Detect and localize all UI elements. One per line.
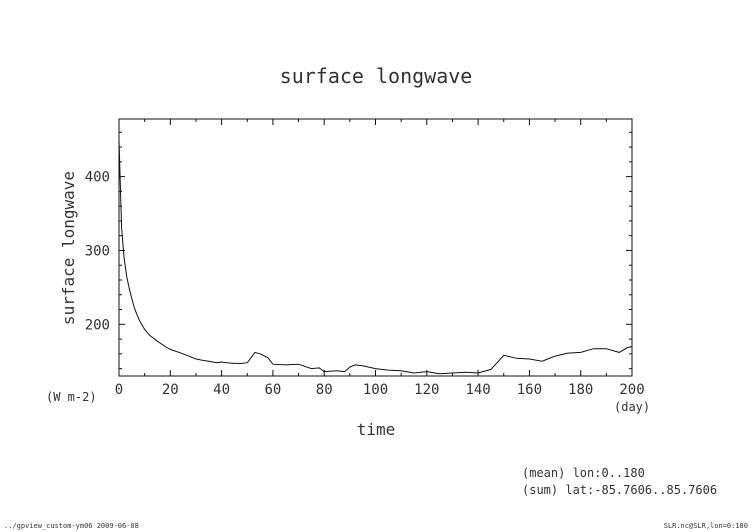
x-tick-label: 160	[517, 382, 542, 398]
y-tick-label: 200	[85, 317, 110, 333]
x-axis-unit: (day)	[614, 400, 650, 414]
x-tick-label: 0	[115, 382, 123, 398]
x-tick-label: 120	[414, 382, 439, 398]
x-tick-label: 20	[162, 382, 179, 398]
series-line	[118, 139, 633, 375]
y-axis-ticks	[119, 131, 632, 370]
x-tick-label: 80	[316, 382, 333, 398]
x-tick-label: 40	[213, 382, 230, 398]
x-axis-tick-labels: 0 20 40 60 80 100 120 140 160 180 200	[115, 382, 645, 398]
x-tick-label: 180	[568, 382, 593, 398]
x-tick-label: 60	[264, 382, 281, 398]
y-axis-unit: (W m-2)	[46, 390, 97, 404]
y-tick-label: 400	[85, 170, 110, 186]
x-axis-ticks	[118, 119, 633, 376]
y-tick-label: 300	[85, 243, 110, 259]
chart-title: surface longwave	[280, 64, 473, 88]
sum-note: (sum) lat:-85.7606..85.7606	[522, 483, 717, 497]
y-axis-tick-labels: 200 300 400	[85, 170, 110, 334]
footer-left: ../gpview_custom-ym06 2009-06-08	[4, 522, 139, 530]
x-tick-label: 100	[363, 382, 388, 398]
footer-right: SLR.nc@SLR,lon=0:180	[664, 522, 748, 530]
y-axis-label: surface longwave	[59, 171, 78, 325]
plot-frame	[118, 118, 633, 377]
mean-note: (mean) lon:0..180	[522, 466, 645, 480]
x-tick-label: 140	[465, 382, 490, 398]
x-axis-label: time	[357, 420, 396, 439]
x-tick-label: 200	[619, 382, 644, 398]
